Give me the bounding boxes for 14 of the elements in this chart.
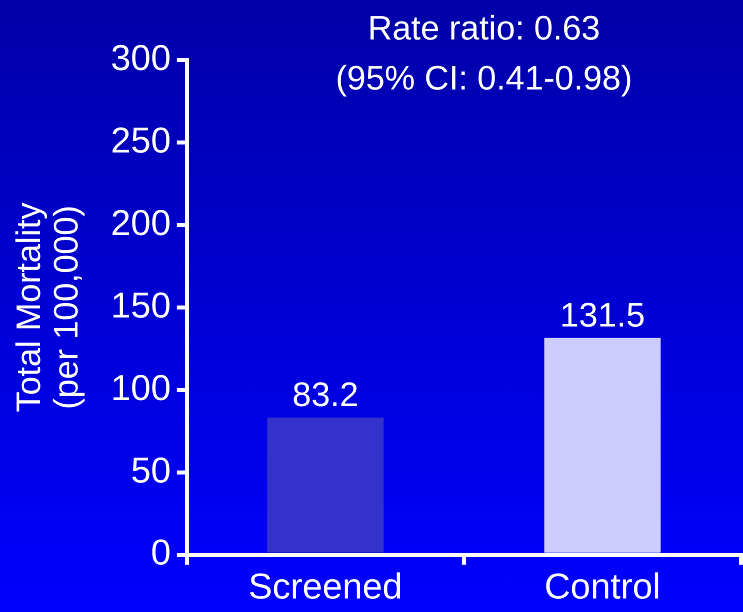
annotation: (95% CI: 0.41-0.98) bbox=[336, 59, 632, 98]
y-tick-label: 100 bbox=[110, 366, 171, 408]
y-axis-title: Total Mortality (per 100,000) bbox=[10, 202, 86, 412]
y-tick-label: 200 bbox=[110, 202, 171, 243]
y-tick-label: 0 bbox=[150, 532, 171, 573]
y-tick-label: 300 bbox=[110, 36, 171, 78]
x-tick-label: Screened bbox=[248, 565, 402, 606]
y-tick-label: 150 bbox=[110, 284, 171, 326]
text: Rate ratio: 0.63 bbox=[368, 9, 600, 48]
y-tick-label: 250 bbox=[110, 119, 171, 160]
data-label: 83.2 bbox=[292, 376, 358, 414]
data-label: 131.5 bbox=[560, 296, 646, 334]
x-tick-label: Control bbox=[544, 565, 660, 606]
y-tick-label: 50 bbox=[130, 449, 171, 490]
